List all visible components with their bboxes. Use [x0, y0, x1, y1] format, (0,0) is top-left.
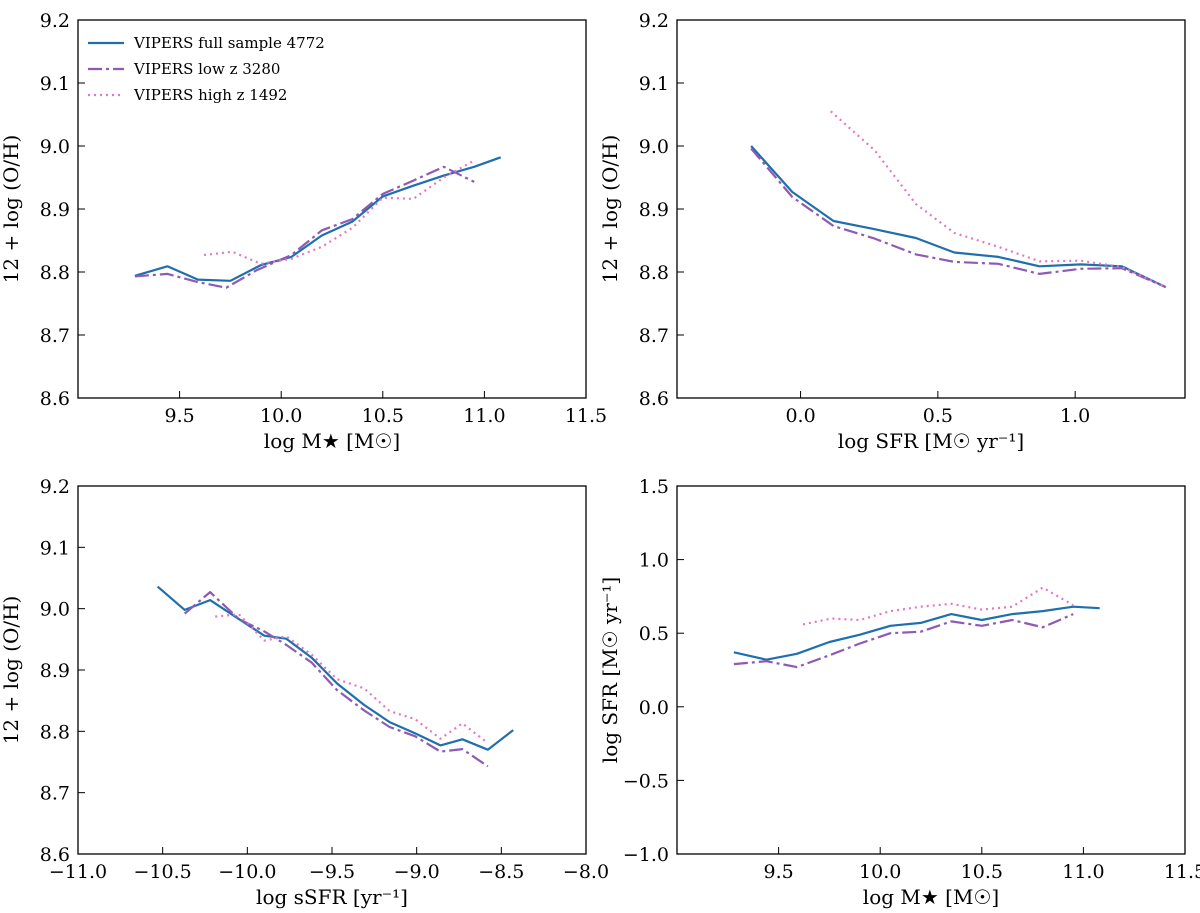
legend-label-low: VIPERS low z 3280	[133, 60, 280, 78]
legend-label-full: VIPERS full sample 4772	[133, 34, 325, 52]
y-tick-label: −1.0	[623, 844, 669, 866]
y-tick-label: 8.9	[639, 199, 669, 221]
y-tick-label: 0.5	[639, 623, 669, 645]
y-tick-label: 9.1	[639, 73, 669, 95]
panel-mass-sfr: 9.5 10.0 10.5 11.0 11.5 −1.0 −0.5 0.0 0.5 1.0 1.5 l…	[598, 476, 1200, 909]
x-tick-label: 10.5	[961, 861, 1003, 883]
y-tick-label: 1.5	[639, 476, 669, 498]
panel-sfr-metallicity: 0.0 0.5 1.0 8.6 8.7 8.8 8.9 9.0 9.1 9.2 log SFR [M…	[598, 10, 1186, 453]
x-tick-label: −8.0	[563, 861, 609, 883]
x-tick-label: 1.0	[1060, 405, 1090, 427]
y-tick-label: 9.2	[40, 476, 70, 498]
x-tick-label: 10.0	[260, 405, 302, 427]
y-axis-label: 12 + log (O/H)	[0, 135, 23, 284]
x-tick-label: −9.0	[394, 861, 440, 883]
x-tick-label: 10.0	[859, 861, 901, 883]
y-tick-label: 8.6	[40, 844, 70, 866]
series-line-high	[802, 586, 1074, 626]
series-line-low	[750, 147, 1167, 289]
y-tick-label: 8.7	[40, 783, 70, 805]
x-axis-label: log M★ [M☉]	[863, 885, 999, 909]
series-line-high	[830, 110, 1167, 289]
y-axis-label: 12 + log (O/H)	[0, 596, 23, 745]
x-tick-label: 0.0	[785, 405, 815, 427]
y-tick-label: 9.0	[639, 136, 669, 158]
x-tick-label: −11.0	[49, 861, 107, 883]
y-tick-label: 0.0	[639, 697, 669, 719]
y-tick-label: 8.7	[40, 325, 70, 347]
x-tick-label: −9.5	[309, 861, 355, 883]
y-axis-label: 12 + log (O/H)	[598, 135, 622, 284]
y-tick-label: −0.5	[623, 770, 669, 792]
x-tick-label: −10.0	[218, 861, 276, 883]
x-tick-label: −10.5	[134, 861, 192, 883]
y-axis-label: log SFR [M☉ yr⁻¹]	[598, 577, 622, 763]
x-tick-label: 11.5	[565, 405, 607, 427]
y-tick-label: 9.1	[40, 73, 70, 95]
y-tick-label: 8.9	[40, 660, 70, 682]
series-line-full	[750, 145, 1167, 289]
y-tick-label: 8.6	[639, 388, 669, 410]
y-tick-label: 8.7	[639, 325, 669, 347]
x-tick-label: 10.5	[362, 405, 404, 427]
y-tick-label: 8.9	[40, 199, 70, 221]
plot-frame	[676, 485, 1186, 855]
plot-frame	[676, 19, 1186, 399]
y-tick-label: 8.8	[40, 262, 70, 284]
y-tick-label: 8.8	[40, 721, 70, 743]
x-axis-label: log SFR [M☉ yr⁻¹]	[838, 429, 1024, 453]
y-tick-label: 8.8	[639, 262, 669, 284]
legend-label-high: VIPERS high z 1492	[133, 86, 287, 104]
x-tick-label: 11.0	[463, 405, 505, 427]
x-tick-label: 11.5	[1164, 861, 1200, 883]
y-tick-label: 8.6	[40, 388, 70, 410]
panel-mass-metallicity: 9.5 10.0 10.5 11.0 11.5 8.6 8.7 8.8 8.9 9.0 9.1 9.2…	[0, 10, 607, 453]
series-line-low	[134, 165, 475, 289]
series-line-high	[203, 159, 475, 265]
y-tick-label: 9.0	[40, 599, 70, 621]
x-tick-label: −8.5	[478, 861, 524, 883]
x-tick-label: 9.5	[763, 861, 793, 883]
series-line-high	[215, 613, 489, 744]
x-axis-label: log sSFR [yr⁻¹]	[256, 885, 408, 909]
y-tick-label: 9.0	[40, 136, 70, 158]
y-tick-label: 9.1	[40, 537, 70, 559]
panel-ssfr-metallicity: −11.0 −10.5 −10.0 −9.5 −9.0 −8.5 −8.0 8.6 8.7 8.8…	[0, 476, 609, 909]
x-tick-label: 11.0	[1062, 861, 1104, 883]
series-line-low	[733, 613, 1074, 669]
x-axis-label: log M★ [M☉]	[264, 429, 400, 453]
y-tick-label: 9.2	[639, 10, 669, 32]
y-tick-label: 1.0	[639, 550, 669, 572]
x-tick-label: 0.5	[923, 405, 953, 427]
y-tick-label: 9.2	[40, 10, 70, 32]
x-tick-label: 9.5	[164, 405, 194, 427]
series-line-full	[733, 605, 1100, 661]
series-line-low	[183, 590, 489, 768]
series-line-full	[156, 585, 514, 751]
plot-frame	[77, 485, 587, 855]
series-line-full	[134, 156, 502, 282]
